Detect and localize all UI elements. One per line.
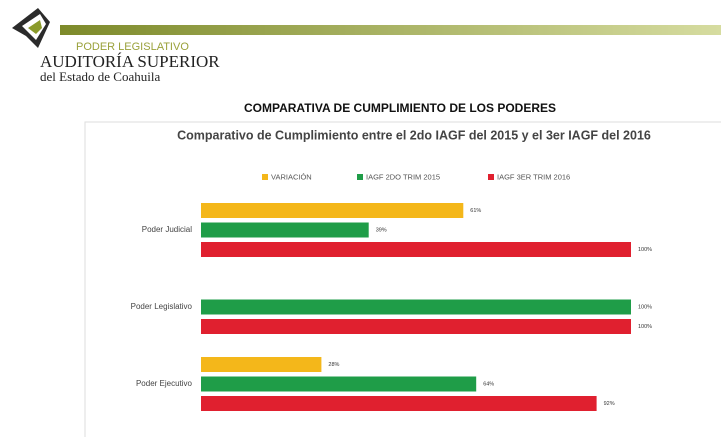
bar (201, 222, 369, 238)
value-label: 28% (328, 362, 339, 368)
bar (201, 396, 597, 411)
legend-label: IAGF 2DO TRIM 2015 (366, 172, 440, 181)
legend-swatch (262, 174, 268, 180)
value-label: 61% (470, 208, 481, 214)
logo (12, 8, 50, 48)
legend-label: IAGF 3ER TRIM 2016 (497, 172, 570, 181)
header-band (60, 25, 721, 35)
bar (201, 319, 631, 334)
value-label: 39% (376, 227, 387, 233)
value-label: 64% (483, 381, 494, 387)
value-label: 100% (638, 304, 652, 310)
value-label: 92% (604, 401, 615, 407)
category-label: Poder Legislativo (131, 302, 193, 311)
bar (201, 242, 631, 257)
org-top: PODER LEGISLATIVO (76, 41, 189, 53)
org-sub: del Estado de Coahuila (40, 69, 160, 84)
category-label: Poder Ejecutivo (136, 379, 193, 388)
org-name: AUDITORÍA SUPERIOR (40, 52, 220, 71)
value-label: 100% (638, 324, 652, 330)
legend-swatch (357, 174, 363, 180)
bar (201, 376, 477, 392)
bar (201, 357, 322, 372)
bar (201, 299, 631, 315)
chart-title: Comparativo de Cumplimiento entre el 2do… (177, 128, 651, 142)
bar (201, 203, 464, 218)
category-label: Poder Judicial (142, 225, 192, 234)
value-label: 100% (638, 247, 652, 253)
legend-swatch (488, 174, 494, 180)
legend-label: VARIACIÓN (271, 172, 312, 181)
heading: COMPARATIVA DE CUMPLIMIENTO DE LOS PODER… (244, 101, 556, 115)
